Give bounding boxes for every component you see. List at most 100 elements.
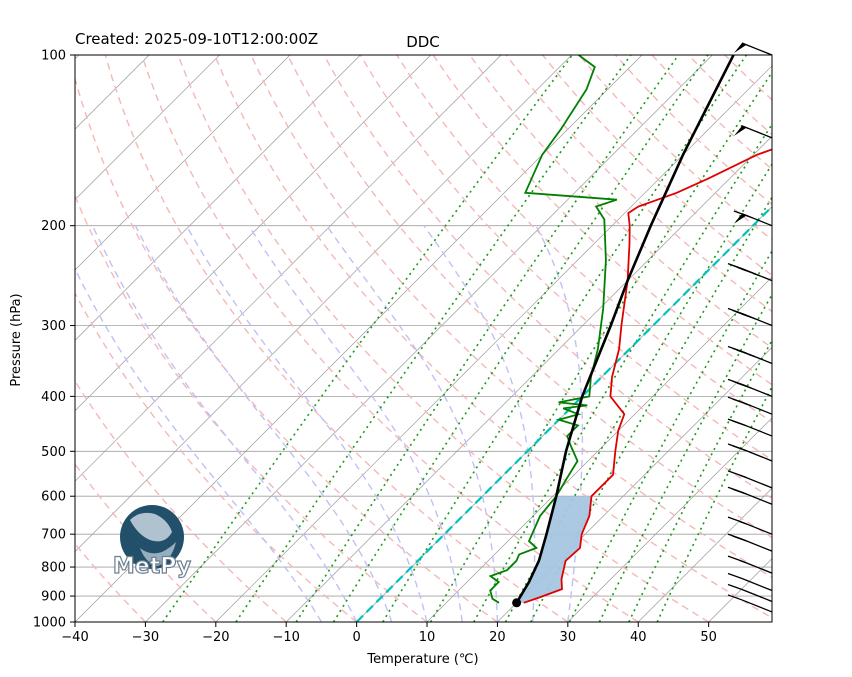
wind-barb [727, 594, 773, 613]
moist-adiabat [326, 225, 499, 622]
y-tick-label: 500 [41, 445, 66, 460]
wind-barb [727, 583, 773, 603]
mixing-ratio-line [429, 71, 772, 622]
dry-adiabat [75, 291, 358, 622]
parcel-profile [515, 55, 735, 604]
wind-barb [727, 396, 773, 415]
cape-shading [516, 496, 592, 603]
barb-staff [741, 448, 773, 462]
isotherm-line [75, 55, 291, 271]
wind-barb [727, 516, 773, 535]
barb-full [732, 488, 747, 495]
x-axis-label: Temperature (℃) [366, 652, 478, 667]
barb-half [740, 125, 749, 129]
background-lines [0, 55, 772, 622]
cape-area [516, 496, 592, 603]
x-tick-label: 40 [630, 630, 647, 645]
isotherm-line [497, 346, 772, 622]
x-tick-label: 0 [352, 630, 360, 645]
isotherm-line [637, 487, 772, 622]
wind-barb [727, 533, 773, 552]
isotherm-line [215, 65, 772, 622]
barb-half [748, 353, 756, 358]
barb-staff [741, 560, 773, 574]
moist-adiabat [423, 225, 536, 622]
moist-adiabat [92, 225, 358, 622]
x-axis-ticks: −40 −30 −20 −10 0 10 20 30 40 50 [61, 622, 717, 645]
y-tick-label: 600 [41, 490, 66, 505]
mixing-ratio-line [598, 292, 772, 622]
isotherm-line [75, 55, 361, 341]
wind-barb [727, 345, 773, 365]
created-timestamp: Created: 2025-09-10T12:00:00Z [75, 30, 318, 48]
isotherm-line [75, 55, 572, 553]
dry-adiabat [396, 55, 772, 423]
barb-full [727, 572, 743, 580]
dry-adiabat [469, 55, 772, 349]
plot-frame [74, 54, 773, 623]
logo-text: MetPy [113, 554, 191, 579]
dry-adiabat [75, 542, 146, 622]
barb-half [752, 272, 761, 277]
barb-full [727, 594, 743, 601]
wind-barb [733, 210, 773, 227]
dry-adiabat [75, 194, 428, 622]
temperature-profile [523, 148, 772, 604]
dry-adiabat [323, 55, 772, 500]
mixing-ratio-line [504, 162, 772, 622]
dry-adiabat [75, 379, 287, 622]
barb-full [732, 535, 747, 542]
wind-barb [727, 378, 773, 397]
barb-full [741, 313, 756, 320]
dry-adiabat [104, 55, 569, 622]
barb-flag [734, 43, 747, 53]
barb-staff [741, 475, 773, 489]
barb-staff [741, 577, 773, 592]
y-tick-label: 900 [41, 590, 66, 605]
y-axis-label: Pressure (hPa) [9, 293, 24, 386]
isotherm-line [285, 135, 772, 622]
barb-half [739, 474, 747, 479]
dry-adiabat [651, 55, 772, 171]
dry-adiabat [505, 55, 772, 313]
moist-adiabat [134, 225, 393, 622]
dry-adiabat [432, 55, 772, 386]
mixing-ratio-line [656, 385, 772, 622]
x-tick-label: −20 [202, 630, 229, 645]
dry-adiabat [177, 55, 709, 622]
isotherm-line [75, 55, 502, 482]
wind-barb [727, 470, 773, 489]
barb-full [732, 420, 747, 427]
zero-isotherm [355, 205, 772, 622]
mixing-ratio-line [628, 338, 772, 622]
barb-staff [741, 588, 773, 603]
dry-adiabat [250, 55, 772, 579]
metpy-logo: MetPy [112, 505, 192, 580]
barb-half [743, 402, 752, 407]
wind-barbs [727, 42, 773, 613]
dewpoint-profile [488, 55, 618, 604]
mixing-ratio-line [529, 195, 772, 622]
barb-half [739, 559, 747, 564]
sounding-profiles [488, 55, 772, 608]
barb-full [736, 382, 752, 389]
barb-staff [741, 42, 773, 56]
barb-staff [741, 491, 773, 505]
dry-adiabat [213, 55, 772, 619]
barb-staff [741, 599, 773, 613]
isotherm-line [0, 55, 8, 622]
x-tick-label: 20 [489, 630, 506, 645]
dry-adiabat [724, 55, 772, 101]
isotherm-line [567, 417, 772, 622]
mixing-ratio-line [382, 55, 748, 622]
dry-adiabat [75, 462, 217, 622]
wind-barb [727, 572, 773, 592]
y-tick-label: 400 [41, 390, 66, 405]
dry-adiabat [141, 55, 639, 622]
barb-full [727, 583, 743, 591]
moist-adiabat [248, 225, 463, 622]
x-tick-label: 50 [700, 630, 717, 645]
barb-flag [734, 213, 747, 224]
surface-parcel-point [512, 598, 522, 608]
